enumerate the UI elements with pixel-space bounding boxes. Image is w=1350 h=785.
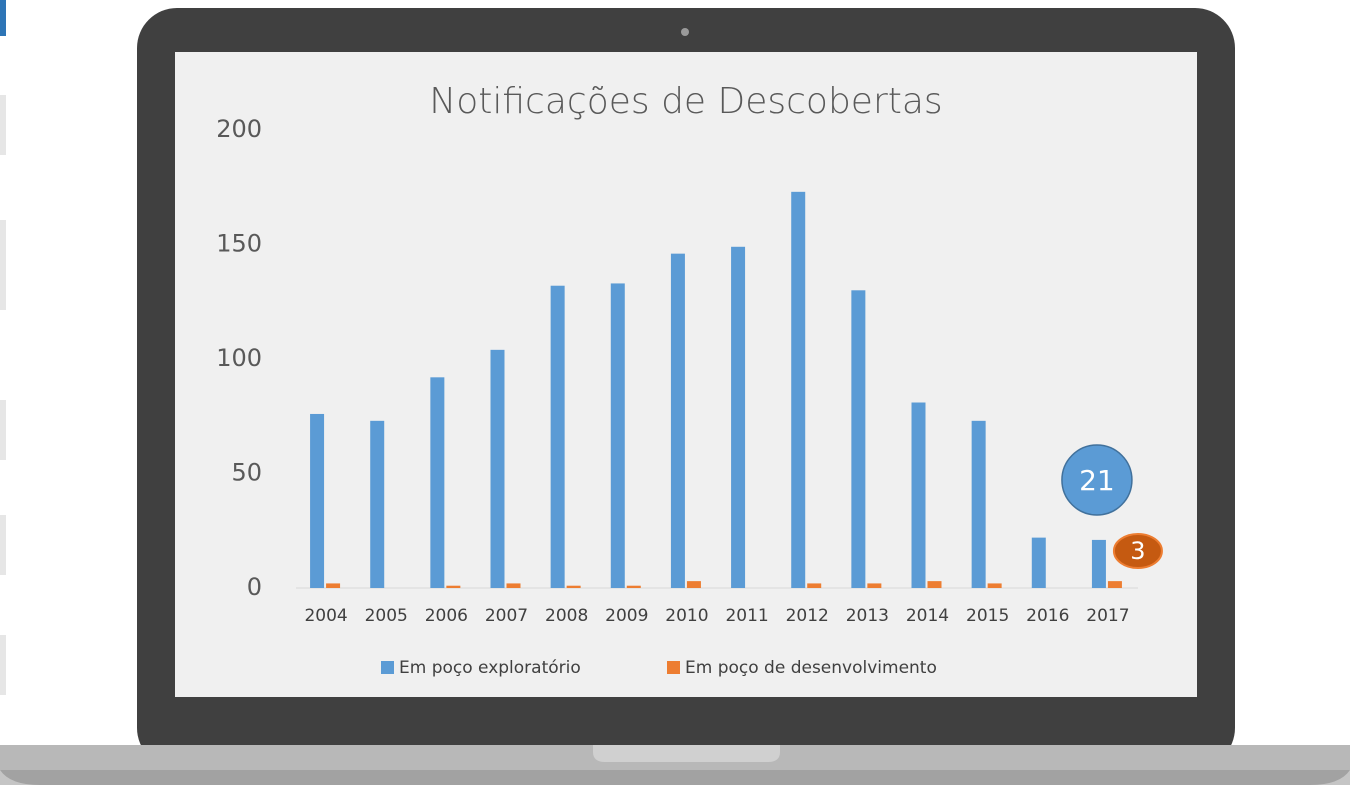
x-tick-label: 2013	[846, 606, 889, 626]
bar	[627, 586, 641, 588]
bar	[1032, 538, 1046, 588]
x-tick-label: 2005	[365, 606, 408, 626]
legend-label: Em poço exploratório	[399, 658, 581, 678]
legend-label: Em poço de desenvolvimento	[685, 658, 937, 678]
y-tick-label: 50	[231, 459, 262, 487]
legend-swatch	[667, 661, 680, 674]
bar	[1108, 581, 1122, 588]
sidebar-mark	[0, 515, 6, 575]
y-tick-label: 100	[216, 344, 262, 372]
bar	[1092, 540, 1106, 588]
bar	[928, 581, 942, 588]
bar	[731, 247, 745, 588]
page: Notificações de Descobertas 0 50 100 150 200…	[0, 0, 1350, 785]
bar	[446, 586, 460, 588]
x-tick-label: 2006	[425, 606, 468, 626]
camera	[681, 28, 689, 36]
bar	[507, 583, 521, 588]
bar	[310, 414, 324, 588]
data-label: 3	[1130, 537, 1145, 565]
laptop-base-shadow	[0, 770, 1350, 785]
x-tick-label: 2004	[304, 606, 347, 626]
bar	[988, 583, 1002, 588]
sidebar-mark	[0, 220, 6, 310]
x-tick-label: 2008	[545, 606, 588, 626]
bar	[370, 421, 384, 588]
data-label: 21	[1079, 464, 1115, 497]
bar	[972, 421, 986, 588]
x-tick-label: 2009	[605, 606, 648, 626]
bar	[791, 192, 805, 588]
x-tick-label: 2010	[665, 606, 708, 626]
bar	[491, 350, 505, 588]
y-tick-label: 200	[216, 115, 262, 143]
bar	[671, 254, 685, 588]
x-tick-label: 2015	[966, 606, 1009, 626]
sidebar-mark	[0, 95, 6, 155]
bar	[912, 403, 926, 588]
chart-title: Notificações de Descobertas	[429, 81, 942, 122]
sidebar-mark	[0, 0, 6, 36]
x-tick-label: 2017	[1086, 606, 1129, 626]
x-tick-label: 2011	[725, 606, 768, 626]
bar	[567, 586, 581, 588]
bar	[430, 377, 444, 588]
screen	[175, 52, 1197, 697]
bar	[867, 583, 881, 588]
x-tick-label: 2012	[786, 606, 829, 626]
bar	[687, 581, 701, 588]
bar	[807, 583, 821, 588]
bar	[326, 583, 340, 588]
legend-swatch	[381, 661, 394, 674]
x-tick-label: 2014	[906, 606, 949, 626]
x-tick-label: 2007	[485, 606, 528, 626]
bar	[851, 290, 865, 588]
laptop-notch	[593, 745, 780, 762]
laptop-chart: Notificações de Descobertas 0 50 100 150 200…	[0, 0, 1350, 785]
sidebar-mark	[0, 400, 6, 460]
y-tick-label: 0	[247, 573, 262, 601]
bar	[551, 286, 565, 588]
x-tick-label: 2016	[1026, 606, 1069, 626]
sidebar-mark	[0, 635, 6, 695]
bar	[611, 283, 625, 588]
y-tick-label: 150	[216, 230, 262, 258]
